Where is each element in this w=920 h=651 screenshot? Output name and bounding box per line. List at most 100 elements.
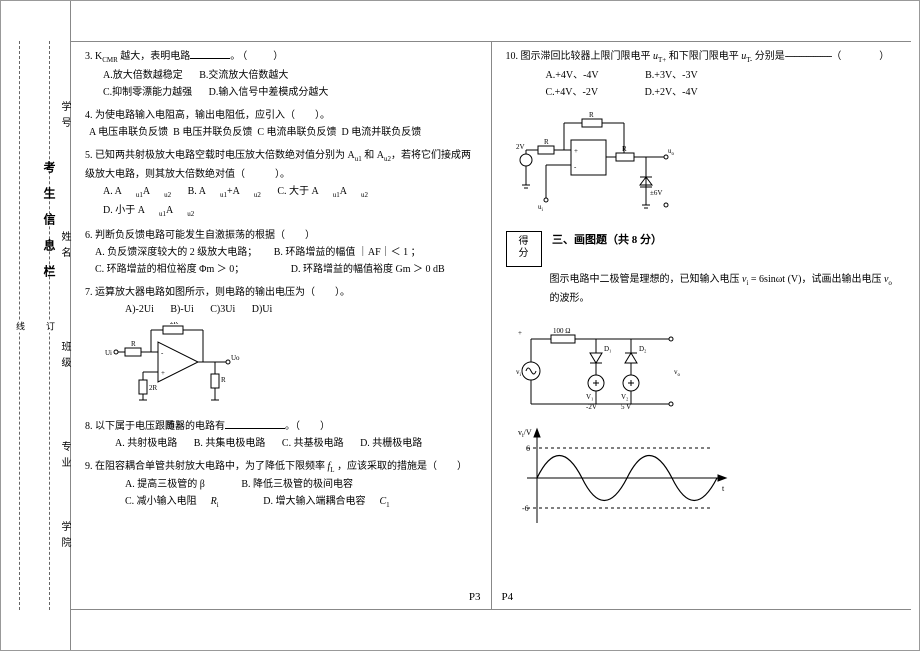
question-9: 9. 在阻容耦合单管共射放大电路中，为了降低下限频率 fL ，应该采取的措施是（…: [85, 458, 481, 513]
svg-text:vi/V: vi/V: [518, 428, 532, 439]
question-7: 7. 运算放大器电路如图所示，则电路的输出电压为（ ）。 A)-2Ui B)-U…: [85, 284, 481, 412]
binding-heading: 考生信息栏: [41, 161, 58, 291]
s3-text-a: 图示电路中二极管是理想的，已知输入电压: [550, 274, 743, 285]
q3-stem-c: 。（ ）: [230, 51, 285, 62]
q4-opt-c: C 电流串联负反馈: [257, 127, 336, 138]
q7-opt-b: B)-Ui: [170, 301, 193, 318]
q9-a: 9. 在阻容耦合单管共射放大电路中，为了降低下限频率: [85, 461, 328, 472]
q6-stem: 6. 判断负反馈电路可能发生自激振荡的根据（ ）: [85, 227, 481, 244]
page-number-p3: P3: [469, 588, 481, 607]
q3-kcmr-sub: CMR: [102, 56, 118, 64]
svg-text:R: R: [589, 111, 594, 119]
svg-text:R: R: [131, 340, 136, 348]
binding-margin: 线 订 考生信息栏 学号 姓名 班级 专业 学院: [1, 1, 71, 650]
svg-text:Uo: Uo: [231, 354, 240, 362]
q10-opt-d: D.+2V、-4V: [645, 84, 698, 101]
q5-u1: u1: [355, 155, 362, 163]
svg-text:-: -: [574, 163, 577, 171]
q5-opt-a: A. Au1Au2: [103, 183, 171, 202]
q4-opt-b: B 电压并联负反馈: [173, 127, 252, 138]
q3-opt-b: B.交流放大倍数越大: [199, 67, 288, 84]
q3-opt-c: C.抑制零漂能力越强: [103, 84, 192, 101]
q7-circuit-figure: R 2R 2R R Ui Uo - + 图 5: [103, 322, 243, 412]
q7-opt-a: A)-2Ui: [125, 301, 154, 318]
svg-text:D₁: D₁: [604, 345, 612, 353]
svg-text:V₂: V₂: [621, 393, 629, 401]
score-box: 得分: [506, 231, 542, 267]
svg-text:-: -: [161, 349, 164, 357]
label-major: 专业: [57, 441, 72, 473]
q10-c: 分别是: [752, 51, 785, 62]
dash-label-ding: 订: [44, 319, 57, 332]
q10-circuit-figure: R R R 2V ui uo ±6V + -: [516, 105, 681, 225]
q7-stem: 7. 运算放大器电路如图所示，则电路的输出电压为（ ）。: [85, 284, 481, 301]
svg-text:100 Ω: 100 Ω: [553, 327, 570, 335]
question-6: 6. 判断负反馈电路可能发生自激振荡的根据（ ） A. 负反馈深度较大的 2 级…: [85, 227, 481, 278]
question-10: 10. 图示滞回比较器上限门限电平 uT+ 和下限门限电平 uT- 分别是---…: [506, 48, 902, 225]
q9-opt-b: B. 降低三极管的极间电容: [241, 476, 353, 493]
svg-text:-2V: -2V: [586, 403, 597, 411]
q10-d: （ ）: [831, 51, 891, 62]
page-p3: 3. KCMR 越大，表明电路。（ ） A.放大倍数越稳定 B.交流放大倍数越大…: [71, 42, 492, 609]
svg-text:vo: vo: [674, 368, 681, 378]
q9-opt-a: A. 提高三极管的 β: [125, 476, 205, 493]
svg-text:±6V: ±6V: [650, 189, 662, 197]
s3-text-b: = 6sinωt (V)，试画出输出电压: [748, 274, 884, 285]
q5-a: 5. 已知两共射极放大电路空载时电压放大倍数绝对值分别为 A: [85, 150, 355, 161]
q5-opt-c: C. 大于 Au1Au2: [277, 183, 368, 202]
q8-opt-d: D. 共栅极电路: [360, 435, 422, 452]
q8-opt-c: C. 共基极电路: [282, 435, 344, 452]
q4-opt-a: A 电压串联负反馈: [89, 127, 168, 138]
svg-text:+: +: [518, 329, 522, 337]
q9-opt-d: D. 增大输入端耦合电容 C1: [263, 493, 389, 512]
svg-text:2R: 2R: [149, 384, 158, 392]
label-name: 姓名: [57, 231, 72, 263]
q10-b: 和下限门限电平: [666, 51, 741, 62]
q3-stem-b: 越大，表明电路: [118, 51, 191, 62]
svg-text:6: 6: [526, 444, 530, 453]
svg-text:uo: uo: [668, 147, 675, 157]
svg-text:R: R: [622, 145, 627, 153]
q4-stem: 4. 为使电路输入电阻高，输出电阻低，应引入（ ）。: [85, 107, 481, 124]
page-p4: 10. 图示滞回比较器上限门限电平 uT+ 和下限门限电平 uT- 分别是---…: [492, 42, 912, 609]
svg-text:Ui: Ui: [105, 349, 112, 357]
section-3-title: 三、画图题（共 8 分）: [552, 234, 662, 246]
q9-b: ，应该采取的措施是（ ）: [335, 461, 468, 472]
svg-text:+: +: [161, 369, 165, 377]
q5-u2: u2: [384, 155, 391, 163]
section-3-header: 得分 三、画图题（共 8 分） 图示电路中二极管是理想的，已知输入电压 vi =…: [506, 231, 902, 307]
sine-axes-figure: vi/V 6 -6 t: [512, 423, 732, 533]
svg-text:5 V: 5 V: [621, 403, 631, 411]
q7-opt-c: C)3Ui: [210, 301, 235, 318]
svg-text:-6: -6: [522, 504, 529, 513]
q7-fig-caption: 图 5: [103, 418, 243, 433]
q9-opt-c: C. 减小输入电阻 Ri: [125, 493, 219, 512]
section-3-figures: 100 Ω D₁ D₂ V₁ -2V V₂ 5 V + vi vo: [506, 313, 902, 533]
q10-a: 10. 图示滞回比较器上限门限电平: [506, 51, 654, 62]
q3-opt-a: A.放大倍数越稳定: [103, 67, 183, 84]
q8-tail: 。（ ）: [285, 421, 330, 432]
q6-opt-b: B. 环路增益的幅值 ｜AF｜＜ 1 ；: [274, 244, 421, 261]
svg-text:D₂: D₂: [639, 345, 647, 353]
svg-text:R: R: [221, 376, 226, 384]
svg-text:V₁: V₁: [586, 393, 594, 401]
q4-opt-d: D 电流并联负反馈: [342, 127, 422, 138]
svg-text:t: t: [722, 484, 725, 493]
svg-text:+: +: [574, 147, 578, 155]
q3-opt-d: D.输入信号中差模成分越大: [209, 84, 329, 101]
q5-opt-b: B. Au1+Au2: [188, 183, 261, 202]
question-5: 5. 已知两共射极放大电路空载时电压放大倍数绝对值分别为 Au1 和 Au2，若…: [85, 147, 481, 221]
q3-blank: [190, 50, 230, 59]
label-student-id: 学号: [57, 101, 72, 133]
q7-opt-d: D)Ui: [252, 301, 273, 318]
q6-opt-a: A. 负反馈深度较大的 2 级放大电路；: [95, 244, 257, 261]
svg-text:R: R: [544, 138, 549, 146]
q5-b: 和 A: [362, 150, 384, 161]
diode-circuit-figure: 100 Ω D₁ D₂ V₁ -2V V₂ 5 V + vi vo: [516, 319, 686, 419]
svg-text:vi: vi: [516, 368, 522, 378]
q8-opt-b: B. 共集电极电路: [194, 435, 266, 452]
label-college: 学院: [57, 521, 72, 553]
dash-label-xian: 线: [14, 319, 27, 332]
q10-opt-c: C.+4V、-2V: [546, 84, 599, 101]
page-number-p4: P4: [502, 588, 514, 607]
